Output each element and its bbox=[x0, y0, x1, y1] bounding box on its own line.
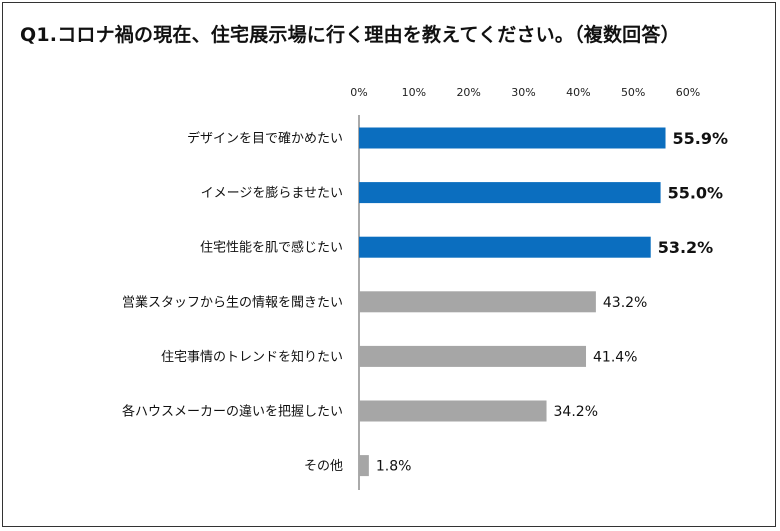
value-label: 34.2% bbox=[554, 404, 598, 420]
category-label: デザインを目で確かめたい bbox=[187, 131, 343, 147]
category-label: 住宅性能を肌で感じたい bbox=[200, 240, 343, 256]
category-label: 営業スタッフから生の情報を聞きたい bbox=[122, 294, 343, 310]
chart-title: Q1.コロナ禍の現在、住宅展示場に行く理由を教えてください。（複数回答） bbox=[20, 24, 680, 46]
value-label: 55.0% bbox=[668, 184, 724, 203]
bar bbox=[359, 345, 587, 367]
value-label: 53.2% bbox=[658, 238, 714, 257]
value-label: 43.2% bbox=[603, 295, 647, 311]
x-tick-label: 30% bbox=[511, 86, 535, 99]
category-label: 住宅事情のトレンドを知りたい bbox=[161, 349, 343, 365]
bar bbox=[359, 400, 547, 422]
x-tick-label: 50% bbox=[621, 86, 645, 99]
x-tick-label: 60% bbox=[676, 86, 700, 99]
x-tick-label: 40% bbox=[566, 86, 590, 99]
category-label: イメージを膨らませたい bbox=[201, 186, 343, 201]
bar bbox=[359, 182, 661, 204]
value-label: 1.8% bbox=[376, 459, 412, 475]
bar bbox=[359, 455, 369, 477]
x-tick-label: 20% bbox=[456, 86, 480, 99]
x-tick-label: 0% bbox=[350, 86, 367, 99]
x-tick-label: 10% bbox=[402, 86, 426, 99]
bar bbox=[359, 236, 651, 258]
category-label: その他 bbox=[304, 459, 343, 474]
bar bbox=[359, 291, 596, 313]
value-label: 55.9% bbox=[673, 129, 729, 148]
bar bbox=[359, 127, 666, 149]
category-label: 各ハウスメーカーの違いを把握したい bbox=[122, 404, 343, 420]
value-label: 41.4% bbox=[593, 349, 637, 365]
